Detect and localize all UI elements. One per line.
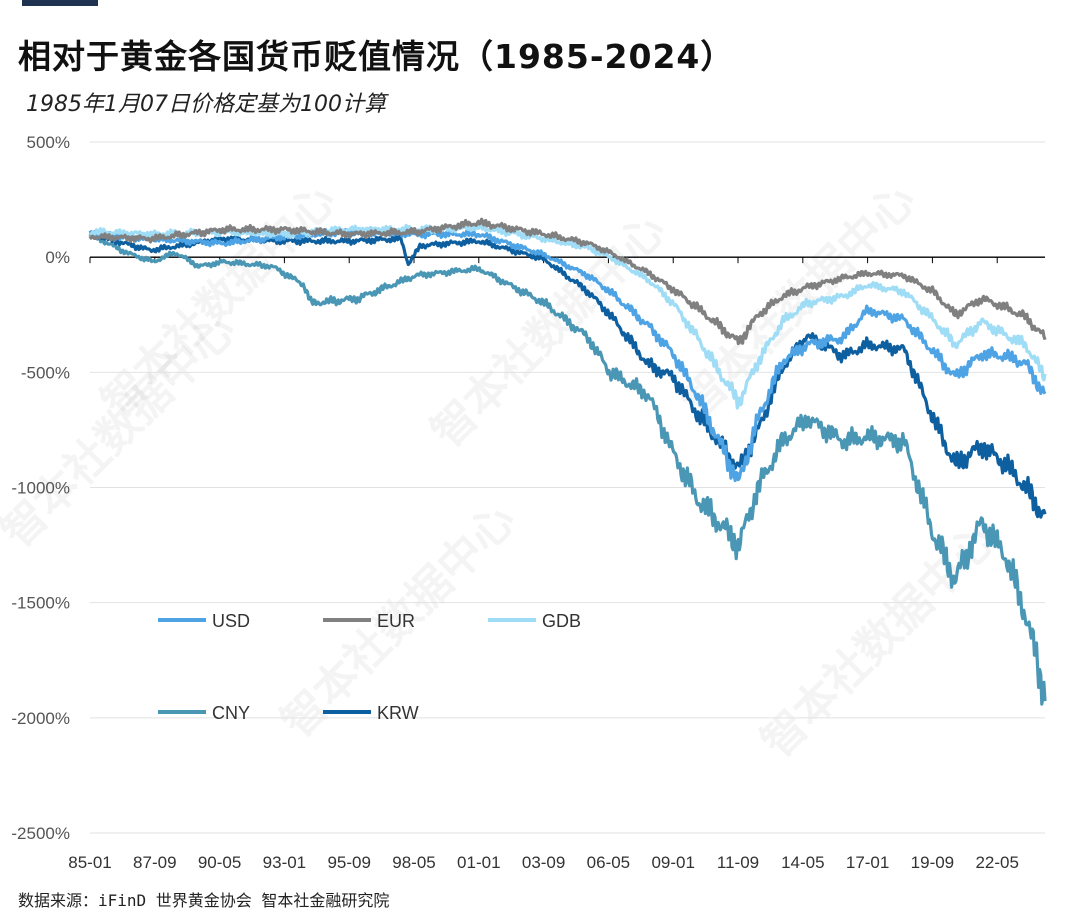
watermark-text: 智本社数据中心 (0, 304, 246, 558)
y-tick-label: -1000% (11, 479, 70, 498)
y-tick-label: -1500% (11, 594, 70, 613)
x-tick-label: 19-09 (911, 853, 954, 872)
x-tick-label: 98-05 (392, 853, 435, 872)
grid-layer (90, 141, 1045, 834)
legend-label-krw: KRW (377, 703, 419, 723)
watermark-text: 智本社数据中心 (672, 174, 926, 428)
legend-label-eur: EUR (377, 611, 415, 631)
y-tick-label: -2500% (11, 824, 70, 843)
y-tick-label: 500% (27, 133, 70, 152)
x-tick-label: 01-01 (457, 853, 500, 872)
series-line-eur (88, 217, 1047, 346)
x-tick-label: 90-05 (198, 853, 241, 872)
x-tick-label: 93-01 (263, 853, 306, 872)
x-tick-label: 87-09 (133, 853, 176, 872)
legend: USD EUR GDB CNY KRW (158, 611, 581, 723)
legend-label-cny: CNY (212, 703, 250, 723)
y-tick-label: -2000% (11, 709, 70, 728)
y-axis: 500% 0% -500% -1000% -1500% -2000% -2500% (11, 133, 70, 843)
chart-subtitle: 1985年1月07日价格定基为100计算 (26, 92, 386, 117)
series-layer (88, 217, 1047, 706)
chart-title: 相对于黄金各国货币贬值情况（1985-2024） (18, 37, 735, 76)
series-line-usd (88, 227, 1047, 483)
x-tick-label: 09-01 (651, 853, 694, 872)
x-tick-label: 22-05 (975, 853, 1018, 872)
x-axis: 85-01 87-09 90-05 93-01 95-09 98-05 01-01 03-09… (68, 257, 1019, 872)
x-tick-label: 85-01 (68, 853, 111, 872)
legend-label-gdb: GDB (542, 611, 581, 631)
x-tick-label: 17-01 (846, 853, 889, 872)
source-note: 数据来源：iFinD 世界黄金协会 智本社金融研究院 (18, 891, 390, 910)
x-tick-label: 14-05 (781, 853, 824, 872)
y-tick-label: 0% (45, 248, 70, 267)
x-tick-label: 06-05 (587, 853, 630, 872)
x-tick-label: 11-09 (717, 853, 759, 872)
series-line-cny (88, 231, 1047, 706)
x-tick-label: 95-09 (327, 853, 370, 872)
title-accent-bar (22, 0, 98, 6)
y-tick-label: -500% (21, 363, 70, 382)
x-tick-label: 03-09 (522, 853, 565, 872)
legend-label-usd: USD (212, 611, 250, 631)
